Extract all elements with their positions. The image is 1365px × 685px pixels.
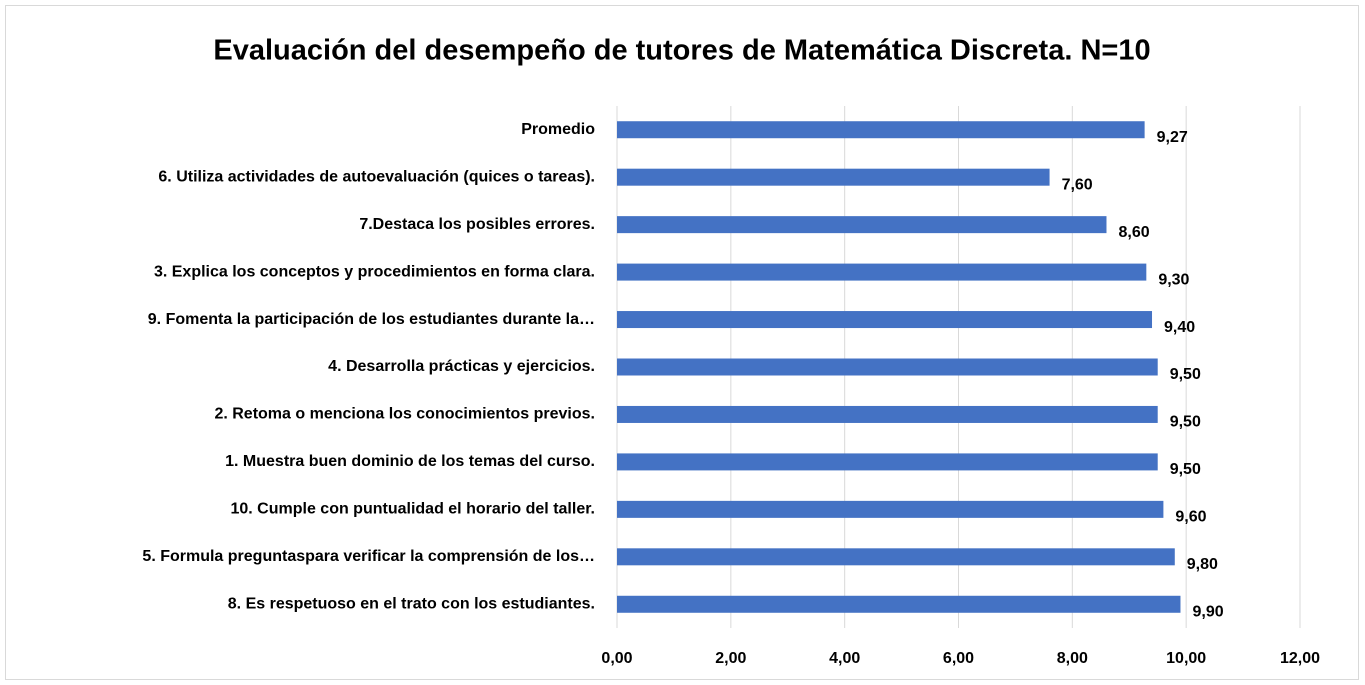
y-tick-label: 4. Desarrolla prácticas y ejercicios. — [328, 358, 595, 375]
y-tick-label: 10. Cumple con puntualidad el horario de… — [230, 501, 595, 518]
y-tick-label: 1. Muestra buen dominio de los temas del… — [225, 453, 595, 470]
bar — [617, 168, 1050, 186]
x-tick-label: 4,00 — [829, 650, 860, 667]
bar — [617, 216, 1107, 234]
data-label: 9,30 — [1158, 271, 1189, 288]
x-tick-label: 10,00 — [1166, 650, 1206, 667]
data-label: 9,50 — [1170, 366, 1201, 383]
x-tick-label: 2,00 — [715, 650, 746, 667]
y-tick-label: Promedio — [521, 121, 595, 138]
data-label: 9,27 — [1157, 129, 1188, 146]
chart-border — [5, 5, 1359, 680]
data-label: 9,40 — [1164, 319, 1195, 336]
y-tick-label: 6. Utiliza actividades de autoevaluación… — [158, 168, 595, 185]
bar — [617, 595, 1181, 613]
data-label: 9,60 — [1175, 509, 1206, 526]
y-tick-label: 8. Es respetuoso en el trato con los est… — [228, 595, 595, 612]
bar — [617, 405, 1158, 423]
y-tick-label: 7.Destaca los posibles errores. — [359, 216, 595, 233]
x-tick-label: 6,00 — [943, 650, 974, 667]
data-label: 9,50 — [1170, 461, 1201, 478]
data-label: 9,50 — [1170, 414, 1201, 431]
x-tick-label: 12,00 — [1280, 650, 1320, 667]
chart-title: Evaluación del desempeño de tutores de M… — [213, 35, 1150, 67]
data-label: 9,80 — [1187, 556, 1218, 573]
bar — [617, 548, 1175, 566]
bar — [617, 453, 1158, 471]
bar — [617, 311, 1153, 329]
y-tick-label: 9. Fomenta la participación de los estud… — [148, 311, 595, 328]
bar — [617, 500, 1164, 518]
x-tick-label: 8,00 — [1057, 650, 1088, 667]
data-label: 9,90 — [1192, 603, 1223, 620]
y-tick-label: 2. Retoma o menciona los conocimientos p… — [214, 406, 595, 423]
bar — [617, 121, 1145, 139]
data-label: 7,60 — [1062, 176, 1093, 193]
y-tick-label: 3. Explica los conceptos y procedimiento… — [154, 263, 595, 280]
x-tick-label: 0,00 — [601, 650, 632, 667]
bar — [617, 263, 1147, 281]
bar — [617, 358, 1158, 376]
data-label: 8,60 — [1118, 224, 1149, 241]
y-tick-label: 5. Formula preguntaspara verificar la co… — [142, 548, 595, 565]
